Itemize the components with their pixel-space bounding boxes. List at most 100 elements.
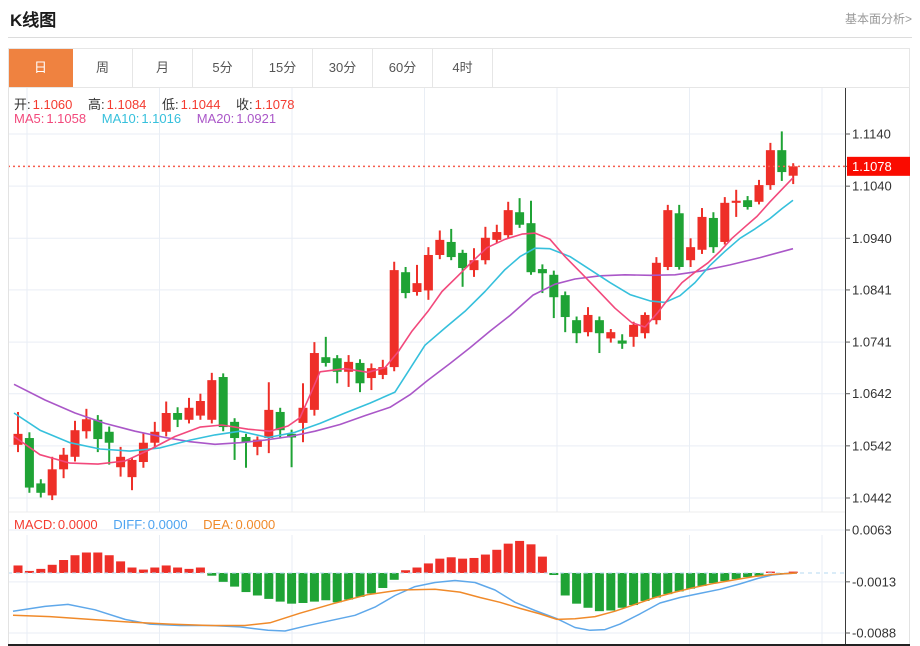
- diff-line: [12, 572, 798, 632]
- candle-body: [754, 185, 764, 202]
- price-axis-label: 1.0940: [852, 231, 892, 246]
- low-value: 1.1044: [180, 97, 221, 112]
- ma5-line: [13, 177, 794, 465]
- candle-body: [720, 202, 730, 242]
- price-axis-label: 1.0741: [852, 335, 892, 350]
- macd-bar: [549, 572, 559, 576]
- macd-bar: [788, 571, 798, 573]
- macd-bar: [469, 557, 479, 573]
- macd-bar: [697, 572, 707, 586]
- tab-month[interactable]: 月: [133, 49, 193, 87]
- candle-body: [788, 166, 798, 176]
- price-axis-label: 1.0841: [852, 282, 892, 297]
- macd-bar: [104, 555, 114, 573]
- fundamental-analysis-link[interactable]: 基本面分析>: [844, 12, 912, 26]
- macd-axis-label: -0.0013: [852, 574, 896, 589]
- macd-bar: [81, 552, 91, 573]
- macd-bar: [264, 572, 274, 599]
- candle-body: [469, 260, 479, 271]
- macd-bar: [731, 572, 741, 580]
- tab-60min[interactable]: 60分: [373, 49, 433, 87]
- candle-body: [492, 232, 502, 240]
- macd-bar: [161, 565, 171, 573]
- candle-body: [252, 439, 262, 447]
- tab-4hour[interactable]: 4时: [433, 49, 493, 87]
- candle-body: [230, 421, 240, 439]
- macd-bar: [366, 572, 376, 594]
- page-title: K线图: [10, 11, 57, 30]
- candle-body: [47, 469, 57, 496]
- high-value: 1.1084: [106, 97, 147, 112]
- ma10-line: [13, 199, 794, 452]
- tab-day[interactable]: 日: [9, 49, 73, 87]
- ma10-label: MA10:: [101, 111, 140, 126]
- macd-axis-label: -0.0088: [852, 626, 896, 641]
- candle-body: [355, 362, 365, 384]
- candle-body: [332, 358, 342, 372]
- macd-bar: [47, 564, 57, 573]
- macd-bar: [138, 569, 148, 573]
- macd-bar: [708, 572, 718, 584]
- candle-body: [173, 412, 183, 420]
- candle-body: [537, 269, 547, 274]
- macd-bar: [36, 568, 46, 573]
- candle-body: [378, 367, 388, 375]
- candle-body: [549, 274, 559, 298]
- candle-body: [583, 314, 593, 333]
- candle-body: [617, 340, 627, 344]
- candle-body: [184, 407, 194, 420]
- macd-bar: [458, 558, 468, 573]
- macd-bar: [435, 558, 445, 573]
- candle-body: [275, 411, 285, 431]
- macd-bar: [423, 563, 433, 573]
- tab-30min[interactable]: 30分: [313, 49, 373, 87]
- dea-line: [12, 572, 798, 627]
- candle-body: [765, 150, 775, 186]
- high-label: 高:: [88, 97, 105, 112]
- candle-body: [572, 320, 582, 334]
- tab-15min[interactable]: 15分: [253, 49, 313, 87]
- macd-bar: [355, 572, 365, 597]
- candle-body: [503, 210, 513, 236]
- macd-bar: [640, 572, 650, 601]
- diff-value: 0.0000: [147, 517, 188, 532]
- macd-bar: [332, 572, 342, 603]
- candle-body: [344, 361, 354, 372]
- dea-value: 0.0000: [235, 517, 276, 532]
- tab-week[interactable]: 周: [73, 49, 133, 87]
- macd-value: 0.0000: [57, 517, 98, 532]
- macd-bar: [674, 572, 684, 592]
- candle-body: [777, 150, 787, 173]
- candle-body: [435, 239, 445, 255]
- price-axis-label: 1.1040: [852, 179, 892, 194]
- macd-bar: [606, 572, 616, 611]
- macd-label: MACD:: [14, 517, 56, 532]
- ma-readout: MA5: 1.1058 MA10: 1.1016 MA20: 1.0921: [14, 111, 278, 126]
- price-axis-label: 1.1140: [852, 127, 891, 142]
- macd-bar: [765, 571, 775, 573]
- candle-body: [195, 401, 205, 416]
- candle-body: [93, 419, 103, 440]
- candle-body: [629, 324, 639, 337]
- macd-bar: [617, 572, 627, 608]
- macd-bar: [287, 572, 297, 604]
- candle-body: [743, 200, 753, 208]
- macd-bar: [309, 572, 319, 602]
- tab-5min[interactable]: 5分: [193, 49, 253, 87]
- macd-bar: [93, 552, 103, 573]
- candle-body: [264, 409, 274, 439]
- candle-body: [24, 438, 34, 488]
- macd-bar: [195, 567, 205, 573]
- macd-bar: [720, 572, 730, 582]
- macd-bar: [754, 572, 764, 576]
- macd-bar: [537, 556, 547, 573]
- macd-bar: [24, 570, 34, 573]
- macd-bar: [59, 560, 69, 573]
- macd-bar: [344, 572, 354, 600]
- candle-body: [366, 368, 376, 379]
- current-price-marker: [847, 156, 910, 176]
- macd-bar: [241, 572, 251, 593]
- diff-label: DIFF:: [113, 517, 146, 532]
